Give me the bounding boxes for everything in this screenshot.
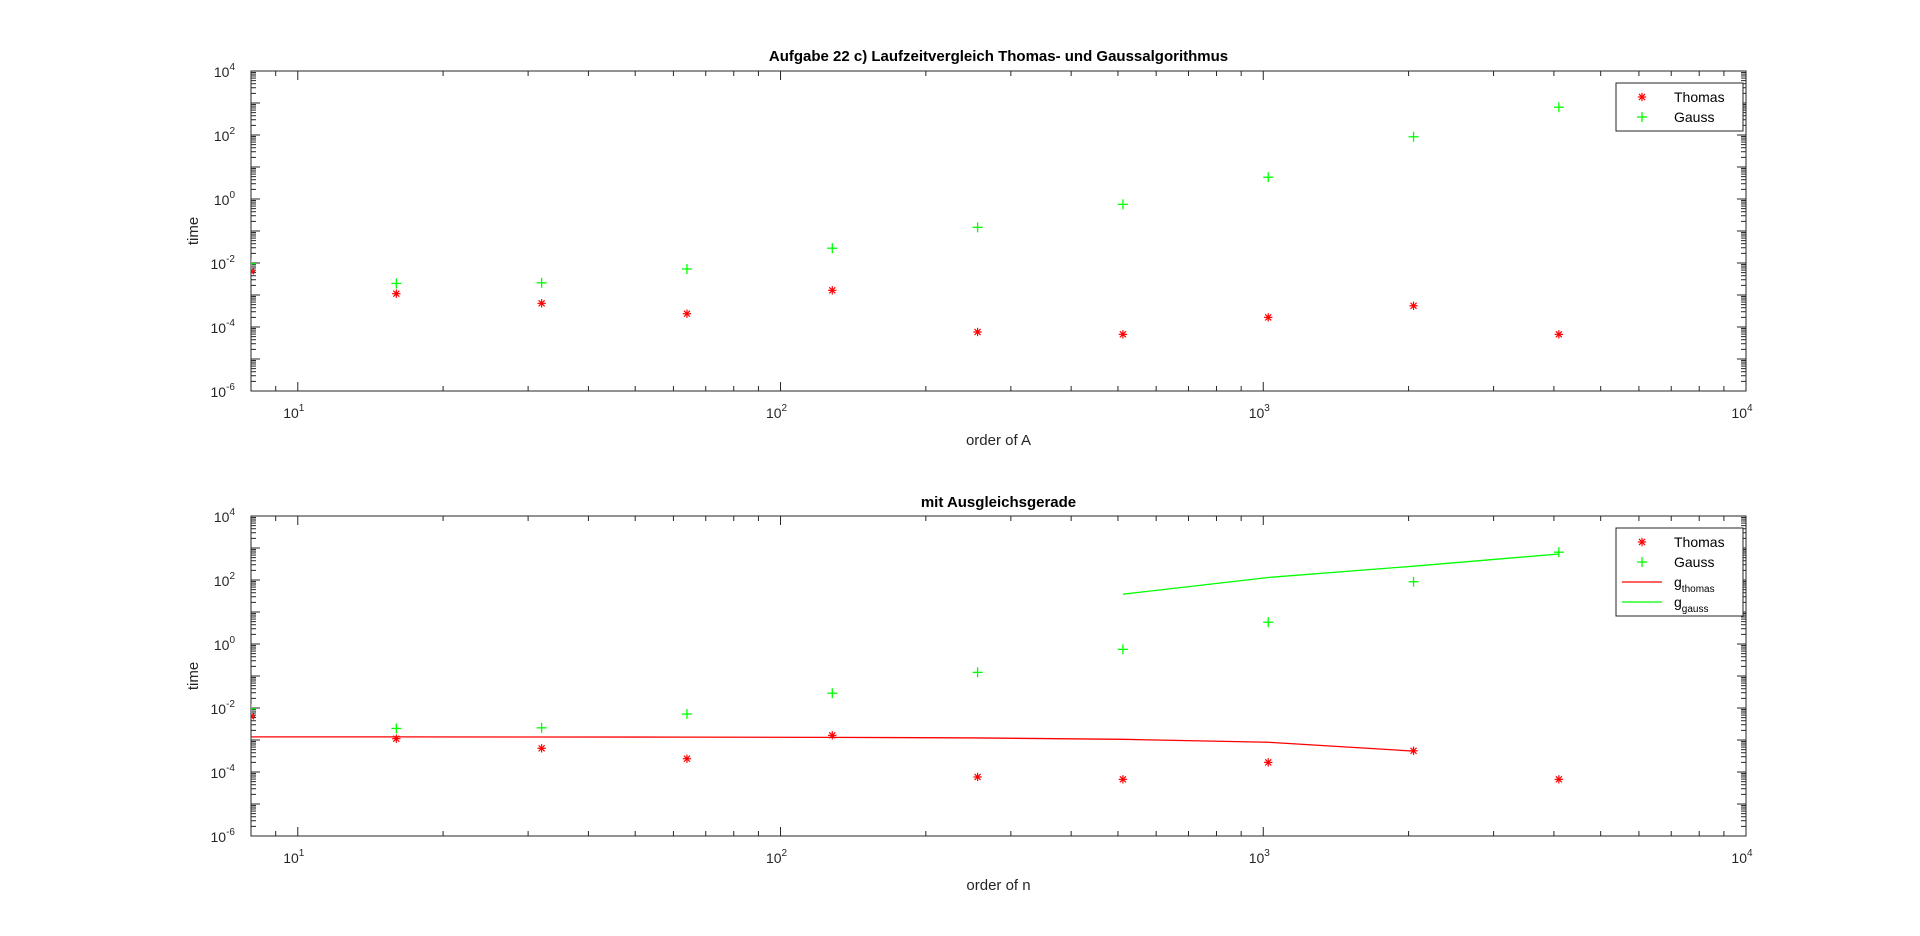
legend-item-gauss: Gauss [1637,554,1714,570]
chart-title: Aufgabe 22 c) Laufzeitvergleich Thomas- … [769,48,1228,65]
x-tick-label: 103 [1249,848,1271,866]
x-tick-label: 101 [283,848,305,866]
data-point-thomas [1118,330,1128,339]
y-tick-label: 10-2 [211,699,236,717]
plot-top: 101 102 103 104 10-6 10-4 10-2 100 102 104 Aufgabe… [185,48,1753,449]
y-tick-label: 104 [214,507,236,525]
data-point-thomas [392,734,401,743]
data-point-gauss [1408,576,1419,587]
data-point-thomas [251,267,256,276]
legend-marker [1637,557,1647,567]
legend-label: Thomas [1674,534,1725,550]
y-tick-label: 104 [214,62,236,80]
y-axis-label: time [185,662,202,690]
legend-item-gauss: Gauss [1637,109,1714,125]
data-point-gauss [681,708,692,719]
data-point-thomas [973,327,982,337]
data-point-gauss [391,278,402,289]
data-point-thomas [1409,301,1418,310]
y-ticks [251,516,1746,837]
y-tick-label: 102 [214,126,236,144]
legend-label: Thomas [1674,89,1725,105]
legend-item-g-thomas: gthomas [1622,574,1715,595]
series-line-g-thomas [251,736,1414,752]
legend-marker [1637,92,1647,102]
data-point-gauss [681,263,692,274]
data-point-thomas [537,744,546,753]
y-tick-label: 10-2 [211,254,236,272]
legend-marker [1637,112,1647,122]
data-point-gauss [1263,172,1274,183]
y-tick-label: 100 [214,190,236,208]
legend-marker [1637,537,1647,547]
x-tick-label: 103 [1249,403,1271,421]
x-tick-label: 104 [1731,848,1753,866]
legend-item-thomas: Thomas [1637,534,1725,550]
x-axis-label: order of n [966,877,1030,894]
y-tick-label: 100 [214,635,236,653]
legend-box [1615,82,1744,132]
legend-label: gthomas [1674,574,1715,595]
data-point-thomas [1264,313,1273,322]
data-point-thomas [1554,775,1564,784]
plot-bottom: 101 102 103 104 10-6 10-4 10-2 100 102 104 mit Aus… [185,494,1753,894]
legend-box [1615,527,1744,617]
y-tick-label: 102 [214,571,236,589]
y-axis-label: time [185,217,202,245]
data-point-gauss [251,258,256,269]
data-point-thomas [682,754,692,763]
series-group [251,102,1564,339]
legend-item-g-gauss: ggauss [1622,594,1708,615]
y-tick-label: 10-6 [211,827,236,845]
data-point-gauss [1263,617,1274,628]
data-point-thomas [682,309,692,318]
data-point-thomas [537,299,546,308]
plot-area [250,70,1747,392]
x-axis-label: order of A [966,432,1031,449]
data-point-thomas [828,286,837,295]
x-ticks [250,71,1725,391]
data-point-gauss [827,688,838,699]
legend-label: Gauss [1674,554,1714,570]
data-point-thomas [1554,330,1564,339]
chart-title: mit Ausgleichsgerade [921,494,1076,511]
data-point-gauss [251,703,256,714]
plot-area [250,515,1747,837]
data-point-thomas [1264,758,1273,767]
data-point-gauss [1117,199,1128,210]
y-ticks [251,71,1746,392]
data-point-thomas [392,289,401,298]
data-point-thomas [973,772,982,782]
data-point-gauss [972,222,983,233]
data-point-gauss [1553,102,1564,113]
y-tick-label: 10-6 [211,382,236,400]
data-point-gauss [536,722,547,733]
series-group [251,547,1564,784]
x-tick-label: 104 [1731,403,1753,421]
data-point-gauss [827,243,838,254]
x-tick-label: 102 [766,848,788,866]
x-ticks [250,516,1725,836]
legend-label: ggauss [1674,594,1708,615]
x-tick-label: 101 [283,403,305,421]
data-point-thomas [1118,775,1128,784]
x-tick-label: 102 [766,403,788,421]
legend-label: Gauss [1674,109,1714,125]
data-point-gauss [391,723,402,734]
y-tick-label: 10-4 [211,763,236,781]
legend-item-thomas: Thomas [1637,89,1725,105]
data-point-thomas [251,712,256,721]
data-point-gauss [972,667,983,678]
data-point-gauss [1408,131,1419,142]
data-point-gauss [1117,644,1128,655]
legend: Thomas Gauss [1615,82,1744,132]
data-point-gauss [1553,547,1564,558]
series-line-g-gauss [1122,553,1559,595]
data-point-gauss [536,277,547,288]
data-point-thomas [828,731,837,740]
y-tick-label: 10-4 [211,318,236,336]
